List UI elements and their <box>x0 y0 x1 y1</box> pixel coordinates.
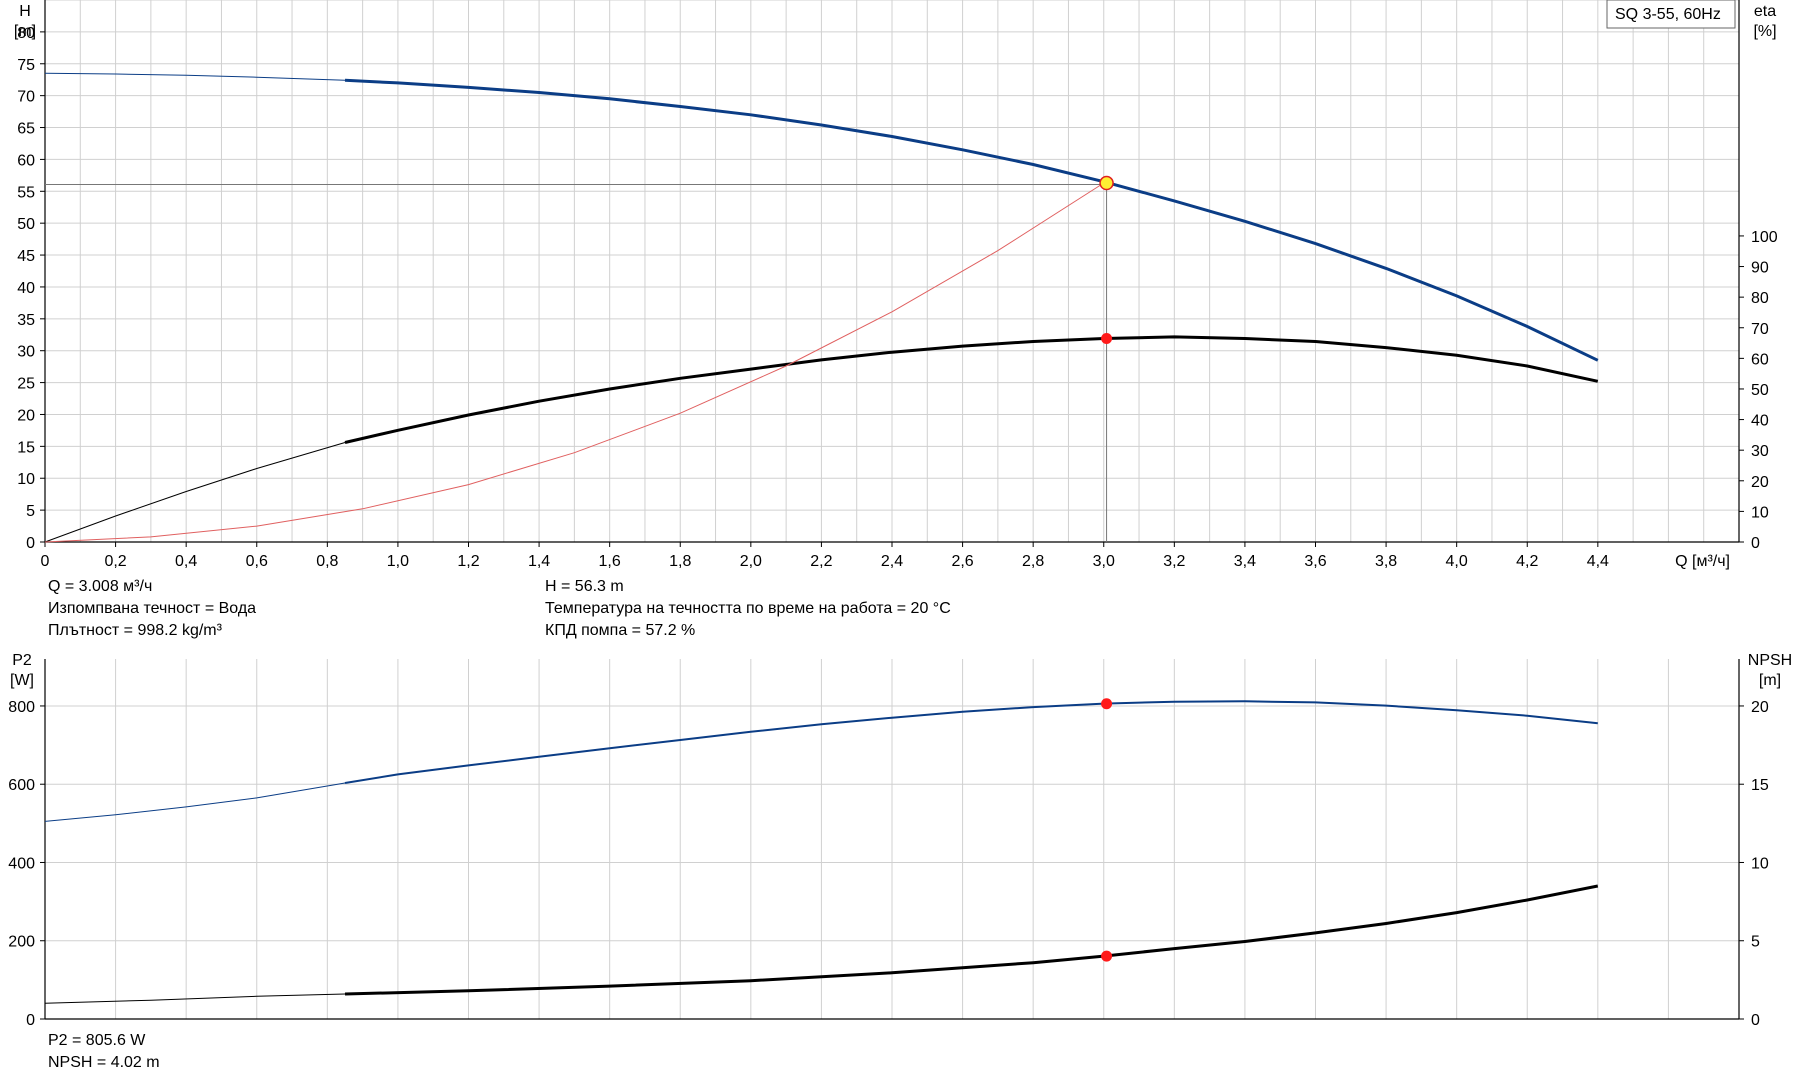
power-npsh-plot: 0 200 400 600 800 0 5 10 15 20 P2 [W] NPSH [m] <box>8 652 1792 1029</box>
p2-curve <box>344 700 1598 784</box>
y-tick-label-left: 55 <box>17 184 35 201</box>
info-density: Плътност = 998.2 kg/m³ <box>48 622 223 639</box>
head-efficiency-plot: 0 5 10 15 20 25 30 35 40 45 50 55 60 65 70 75 80 0 10 20 30 4… <box>14 0 1778 570</box>
y-tick-label-left: 800 <box>8 699 35 716</box>
x-tick-label: 3,4 <box>1234 553 1256 570</box>
x-tick-label: 2,8 <box>1022 553 1044 570</box>
y-tick-label-left: 80 <box>17 25 35 42</box>
x-tick-label: 2,2 <box>810 553 832 570</box>
y-tick-label-left: 25 <box>17 376 35 393</box>
x-tick-label: 2,4 <box>881 553 903 570</box>
system-curve-thin <box>44 182 1105 543</box>
y-axis-label-right: [m] <box>1759 672 1781 689</box>
x-tick-label: 0,8 <box>316 553 338 570</box>
y-tick-label-left: 20 <box>17 407 35 424</box>
x-tick-label: 3,0 <box>1093 553 1115 570</box>
y-tick-label-right: 100 <box>1751 229 1778 246</box>
y-tick-label-right: 10 <box>1751 855 1769 872</box>
y-tick-label-right: 10 <box>1751 504 1769 521</box>
info-h: H = 56.3 m <box>545 578 624 595</box>
y-tick-label-right: 40 <box>1751 413 1769 430</box>
y-tick-label-right: 20 <box>1751 699 1769 716</box>
x-tick-label: 0,2 <box>104 553 126 570</box>
head-curve-thin <box>44 72 346 81</box>
y-tick-label-left: 40 <box>17 280 35 297</box>
eta-curve <box>344 335 1599 444</box>
npsh-curve-thin <box>44 993 346 1004</box>
y-axis-label-left: P2 <box>12 652 32 669</box>
y-axis-label-left: [W] <box>10 672 34 689</box>
eta-operating-point <box>1101 332 1113 344</box>
y-tick-label-right: 30 <box>1751 443 1769 460</box>
y-tick-label-right: 5 <box>1751 934 1760 951</box>
y-tick-label-right: 0 <box>1751 1012 1760 1029</box>
head-operating-point <box>1099 175 1114 191</box>
y-tick-label-right: 0 <box>1751 535 1760 552</box>
y-tick-label-left: 30 <box>17 344 35 361</box>
x-tick-label: 1,6 <box>599 553 621 570</box>
y-tick-label-right: 15 <box>1751 777 1769 794</box>
x-tick-label: 1,4 <box>528 553 550 570</box>
x-tick-label: 4,2 <box>1516 553 1538 570</box>
y-tick-label-left: 10 <box>17 471 35 488</box>
y-tick-label-left: 65 <box>17 121 35 138</box>
legend-box <box>1606 0 1736 29</box>
info-p2: P2 = 805.6 W <box>48 1032 146 1049</box>
x-tick-label: 4,0 <box>1446 553 1468 570</box>
info-npsh: NPSH = 4.02 m <box>48 1054 160 1071</box>
x-tick-label: 3,8 <box>1375 553 1397 570</box>
y-axis-label-right: NPSH <box>1748 652 1792 669</box>
y-tick-label-right: 60 <box>1751 351 1769 368</box>
x-tick-label: 1,2 <box>457 553 479 570</box>
x-tick-label: 4,4 <box>1587 553 1609 570</box>
y-tick-label-right: 20 <box>1751 474 1769 491</box>
y-axis-label-right: [%] <box>1753 23 1776 40</box>
npsh-curve <box>344 884 1599 996</box>
y-axis-label-left: [m] <box>14 23 36 40</box>
y-axis-label-right: eta <box>1754 3 1776 20</box>
x-tick-label: 2,6 <box>951 553 973 570</box>
p2-curve-thin <box>44 782 346 822</box>
y-tick-label-right: 90 <box>1751 260 1769 277</box>
x-tick-label: 0,4 <box>175 553 197 570</box>
x-tick-label: 2,0 <box>740 553 762 570</box>
y-tick-label-left: 50 <box>17 216 35 233</box>
y-tick-label-left: 35 <box>17 312 35 329</box>
x-tick-label: 3,6 <box>1304 553 1326 570</box>
eta-curve-thin <box>44 442 346 543</box>
x-tick-label: 3,2 <box>1163 553 1185 570</box>
info-efficiency: КПД помпа = 57.2 % <box>545 622 695 639</box>
info-q: Q = 3.008 м³/ч <box>48 578 152 595</box>
y-tick-label-left: 75 <box>17 57 35 74</box>
x-tick-label: 1,8 <box>669 553 691 570</box>
x-axis-label: Q [м³/ч] <box>1675 553 1730 570</box>
x-tick-label: 0,6 <box>246 553 268 570</box>
y-tick-label-right: 70 <box>1751 321 1769 338</box>
npsh-operating-point <box>1101 950 1113 962</box>
y-axis-label-left: H <box>19 3 31 20</box>
y-tick-label-left: 600 <box>8 777 35 794</box>
y-tick-label-left: 70 <box>17 89 35 106</box>
y-tick-label-right: 80 <box>1751 290 1769 307</box>
x-tick-label: 1,0 <box>387 553 409 570</box>
y-tick-label-left: 200 <box>8 934 35 951</box>
x-tick-label: 0 <box>41 553 50 570</box>
p2-operating-point <box>1101 698 1113 710</box>
info-temperature: Температура на течността по време на раб… <box>545 600 951 617</box>
y-tick-label-left: 0 <box>26 1012 35 1029</box>
legend-label: SQ 3-55, 60Hz <box>1615 6 1721 23</box>
y-tick-label-right: 50 <box>1751 382 1769 399</box>
y-tick-label-left: 45 <box>17 248 35 265</box>
info-liquid: Изпомпвана течност = Вода <box>48 600 256 617</box>
y-tick-label-left: 5 <box>26 503 35 520</box>
y-tick-label-left: 60 <box>17 152 35 169</box>
y-tick-label-left: 15 <box>17 439 35 456</box>
y-tick-label-left: 400 <box>8 855 35 872</box>
head-curve <box>344 78 1599 362</box>
y-tick-label-left: 0 <box>26 535 35 552</box>
